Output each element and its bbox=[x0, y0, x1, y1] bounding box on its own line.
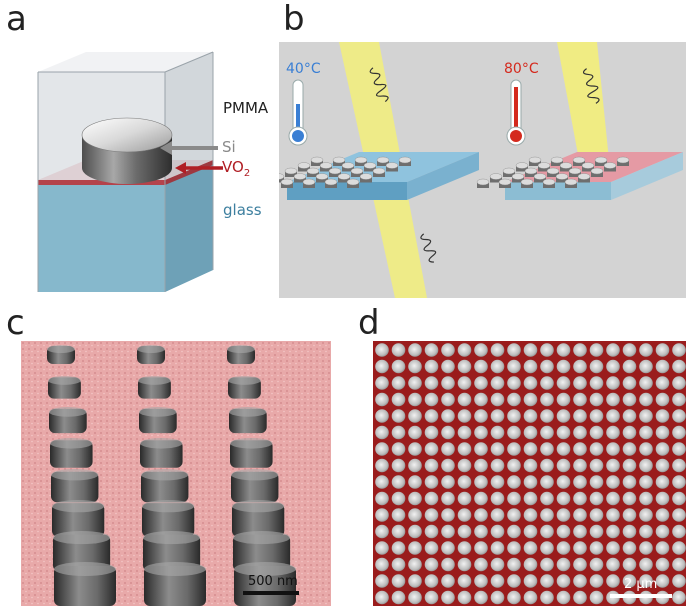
thermometer-hot-icon bbox=[506, 79, 526, 146]
scale-bar-c-label: 500 nm bbox=[248, 574, 298, 589]
scale-bar-d bbox=[610, 594, 672, 598]
vo2-arrow-icon bbox=[175, 162, 223, 174]
panel-c-sem-image bbox=[21, 341, 331, 606]
panel-letter-c: c bbox=[6, 303, 25, 343]
label-vo2-base: VO bbox=[222, 158, 244, 176]
label-si: Si bbox=[222, 138, 236, 156]
pillar-array-left bbox=[279, 156, 412, 188]
panel-letter-a: a bbox=[6, 0, 27, 39]
thermometer-cold-icon bbox=[288, 79, 308, 146]
panel-letter-b: b bbox=[283, 0, 305, 39]
label-pmma: PMMA bbox=[223, 99, 269, 117]
label-vo2-subscript: 2 bbox=[243, 168, 251, 179]
scale-bar-c bbox=[243, 591, 299, 595]
panel-letter-d: d bbox=[358, 303, 380, 343]
label-glass: glass bbox=[223, 201, 262, 219]
label-temp-hot: 80°C bbox=[504, 61, 539, 77]
label-temp-cold: 40°C bbox=[286, 61, 321, 77]
label-vo2: VO2 bbox=[222, 160, 250, 179]
panel-b-schematic bbox=[279, 42, 686, 298]
scale-bar-d-label: 2 μm bbox=[624, 577, 658, 592]
panel-d-sem-image bbox=[373, 341, 686, 606]
si-arrow-icon bbox=[160, 141, 218, 155]
